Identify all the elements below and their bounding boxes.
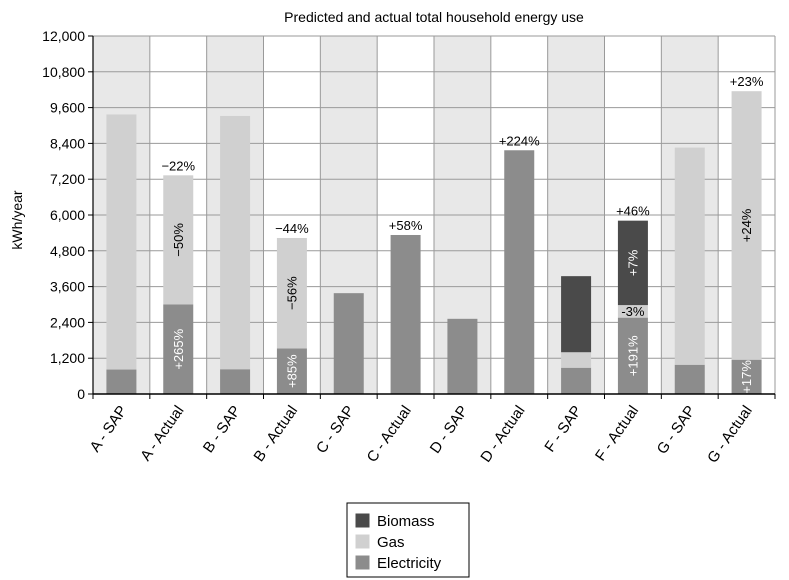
total-label-d-actual: +224% [499,133,540,148]
bar-g-actual-gas [731,91,762,360]
legend-swatch-biomass [355,513,370,528]
bar-g-sap-gas [674,147,705,365]
x-tick-label-b-sap: B - SAP [200,403,245,456]
legend: Biomass Gas Electricity [346,502,470,578]
x-tick-label-c-sap: C - SAP [313,403,358,457]
legend-label-gas: Gas [377,534,405,551]
segment-label-a-actual-electricity: +265% [171,328,186,369]
y-tick-label: 3,600 [50,279,85,295]
segment-label-a-actual-gas: −50% [171,223,186,257]
y-axis-label: kWh/year [9,190,25,249]
total-label-a-actual: −22% [161,158,195,173]
segment-label-f-actual-biomass: +7% [625,249,640,276]
x-tick-label-f-actual: F - Actual [592,403,642,465]
legend-swatch-electricity [355,555,370,570]
x-tick-label-g-actual: G - Actual [704,403,756,467]
y-tick-label: 8,400 [50,135,85,151]
bar-g-actual-electricity [731,359,762,394]
y-tick-label: 0 [77,386,85,402]
y-tick-label: 10,800 [42,64,85,80]
total-label-c-actual: +58% [389,218,423,233]
total-label-b-actual: −44% [275,221,309,236]
segment-label-b-actual-electricity: +85% [284,354,299,388]
bar-f-actual-gas [617,305,648,318]
segment-label-b-actual-gas: −56% [284,276,299,310]
chart-title: Predicted and actual total household ene… [284,9,584,25]
bar-f-sap-gas [561,352,592,368]
y-tick-label: 12,000 [42,28,85,44]
bar-a-sap-electricity [106,369,137,394]
y-tick-label: 4,800 [50,243,85,259]
legend-label-electricity: Electricity [377,555,442,572]
bar-c-sap-electricity [333,293,364,394]
bar-b-sap-gas [220,115,251,370]
bar-c-actual-electricity [390,234,421,394]
x-tick-label-a-sap: A - SAP [87,403,131,456]
bar-f-actual-electricity [617,317,648,394]
segment-label-f-actual-electricity: +191% [625,335,640,376]
total-label-f-actual: +46% [616,204,650,219]
y-tick-label: 1,200 [50,350,85,366]
total-label-g-actual: +23% [730,74,764,89]
bar-g-sap-electricity [674,364,705,394]
bar-b-sap-electricity [220,369,251,394]
bar-a-actual-electricity [163,304,194,394]
x-tick-label-d-actual: D - Actual [477,403,528,466]
bar-b-actual-electricity [276,348,307,394]
bar-b-actual-gas [276,237,307,349]
bars [106,91,762,394]
segment-label-f-actual-gas: -3% [621,304,645,319]
bar-a-sap-gas [106,114,137,370]
annotations: −22% −44% +58% +224% +46% +23% +265% −50% +85% −5… [161,74,763,393]
segment-label-g-actual-gas: +24% [739,208,754,242]
bar-f-sap-electricity [561,367,592,394]
x-tick-label-a-actual: A - Actual [137,403,187,465]
bar-d-actual-electricity [504,150,535,394]
bar-d-sap-electricity [447,318,478,394]
segment-label-g-actual-electricity: +17% [739,360,754,394]
x-tick-label-d-sap: D - SAP [427,403,472,457]
legend-label-biomass: Biomass [377,513,435,530]
y-tick-label: 9,600 [50,100,85,116]
y-tick-label: 7,200 [50,171,85,187]
y-tick-label: 6,000 [50,207,85,223]
x-tick-label-b-actual: B - Actual [250,403,301,465]
bar-f-actual-biomass [617,220,648,306]
x-tick-label-g-sap: G - SAP [654,403,699,458]
x-tick-label-c-actual: C - Actual [364,403,415,466]
bar-a-actual-gas [163,175,194,305]
bar-f-sap-biomass [561,276,592,353]
x-tick-label-f-sap: F - SAP [541,403,585,456]
y-tick-label: 2,400 [50,314,85,330]
legend-swatch-gas [355,534,370,549]
